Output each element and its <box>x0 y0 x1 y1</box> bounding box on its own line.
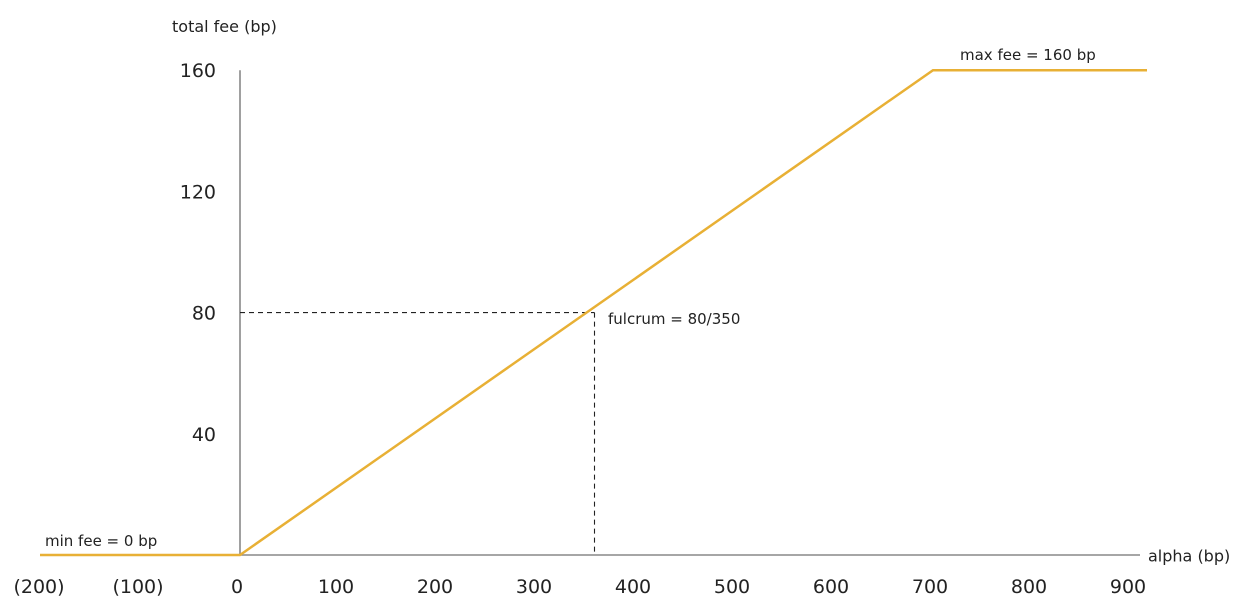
y-axis-title: total fee (bp) <box>172 17 277 36</box>
x-tick-label: 0 <box>231 576 243 598</box>
x-axis-title: alpha (bp) <box>1148 547 1230 566</box>
x-tick-label: 900 <box>1110 576 1146 598</box>
x-tick-label: 600 <box>813 576 849 598</box>
x-tick-label: 200 <box>417 576 453 598</box>
y-tick-label: 40 <box>192 424 216 446</box>
x-tick-label: 700 <box>912 576 948 598</box>
fulcrum-annotation: fulcrum = 80/350 <box>608 310 740 328</box>
y-tick-label: 120 <box>180 181 216 203</box>
x-tick-label: 800 <box>1011 576 1047 598</box>
max-fee-annotation: max fee = 160 bp <box>960 46 1096 64</box>
min-fee-annotation: min fee = 0 bp <box>45 532 157 550</box>
x-tick-label: 300 <box>516 576 552 598</box>
x-tick-label: (200) <box>13 576 64 598</box>
x-tick-label: 500 <box>714 576 750 598</box>
fee-series-line <box>40 68 1147 557</box>
x-tick-label: 400 <box>615 576 651 598</box>
y-tick-label: 80 <box>192 303 216 325</box>
x-tick-label: 100 <box>318 576 354 598</box>
x-tick-label: (100) <box>112 576 163 598</box>
y-tick-labels: 40 80 120 160 <box>180 60 216 446</box>
x-tick-labels: (200) (100) 0 100 200 300 400 500 600 700 800 900 <box>13 576 1146 598</box>
y-tick-label: 160 <box>180 60 216 82</box>
